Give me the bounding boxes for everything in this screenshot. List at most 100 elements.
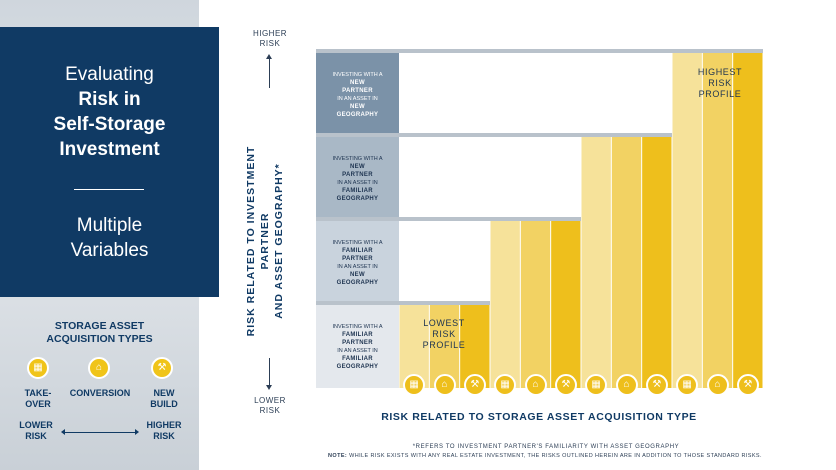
crane-build-icon: ⚒	[645, 374, 668, 396]
footnote: *REFERS TO INVESTMENT PARTNER'S FAMILIAR…	[412, 444, 680, 450]
crane-build-icon: ⚒	[463, 374, 486, 396]
x-axis-title: RISK RELATED TO STORAGE ASSET ACQUISITIO…	[381, 411, 697, 423]
title-line-bold: Self-Storage	[53, 114, 166, 135]
lowest-risk-label: LOWEST RISK PROFILE	[401, 318, 487, 351]
scale-line: RISK	[25, 431, 47, 441]
row-label-text: FAMILIAR	[342, 188, 373, 194]
y-bottom-label: LOWER RISK	[240, 396, 300, 416]
row-label: INVESTING WITH A FAMILIAR PARTNER IN AN ASS…	[316, 307, 399, 387]
y-down-arrow	[269, 358, 270, 386]
risk-bar	[520, 221, 551, 388]
scale-line: LOWER	[19, 420, 53, 430]
up-arrowhead-icon	[266, 54, 272, 59]
crane-build-icon: ⚒	[554, 374, 577, 396]
row-label-text: INVESTING WITH A	[332, 240, 383, 246]
subtitle-line: Multiple	[76, 215, 143, 236]
title-line-bold: Investment	[59, 139, 160, 160]
row-label-text: PARTNER	[342, 256, 373, 262]
scale-line: HIGHER	[146, 420, 182, 430]
lowest-line: PROFILE	[422, 340, 466, 350]
title-line-bold: Risk in	[78, 89, 141, 110]
y-up-arrow	[269, 58, 270, 88]
row-band	[316, 52, 399, 136]
row-label-text: GEOGRAPHY	[336, 364, 379, 370]
risk-bar	[642, 137, 672, 388]
row-ledge	[316, 49, 763, 53]
row-label-text: PARTNER	[342, 340, 373, 346]
row-ledge	[316, 133, 672, 137]
y-top-label: HIGHER RISK	[240, 29, 300, 49]
risk-bar	[672, 53, 702, 388]
storage-building-icon: ▦	[676, 374, 699, 396]
risk-bar	[551, 221, 581, 388]
type-label-line: OVER	[25, 399, 51, 409]
row-band	[316, 136, 399, 220]
risk-bar	[733, 53, 763, 388]
row-label-text: GEOGRAPHY	[336, 196, 379, 202]
lowest-line: LOWEST	[423, 318, 465, 328]
type-label-takeover: TAKE- OVER	[10, 388, 66, 410]
type-label-line: BUILD	[150, 399, 178, 409]
row-label-text: IN AN ASSET IN	[337, 264, 378, 270]
conversion-building-icon: ⌂	[615, 374, 638, 396]
row-label-text: IN AN ASSET IN	[337, 96, 378, 102]
scale-higher-risk: HIGHER RISK	[136, 420, 192, 442]
risk-bar	[581, 137, 611, 388]
row-label-text: FAMILIAR	[342, 332, 373, 338]
row-label-text: NEW	[350, 272, 365, 278]
y-bottom-line: LOWER	[254, 396, 286, 405]
row-label-text: INVESTING WITH A	[332, 324, 383, 330]
conversion-building-icon: ⌂	[706, 374, 729, 396]
row-label-text: INVESTING WITH A	[332, 156, 383, 162]
row-label-text: PARTNER	[342, 88, 373, 94]
scale-lower-risk: LOWER RISK	[8, 420, 64, 442]
risk-bar	[490, 221, 520, 388]
down-arrowhead-icon	[266, 385, 272, 390]
row-label-text: NEW	[350, 164, 365, 170]
y-bottom-line: RISK	[259, 406, 281, 415]
row-label-text: NEW	[350, 104, 365, 110]
y-top-line: HIGHER	[252, 29, 288, 38]
row-label: INVESTING WITH A NEW PARTNER IN AN ASSET IN…	[316, 55, 399, 135]
conversion-building-icon: ⌂	[433, 374, 456, 396]
row-label-text: IN AN ASSET IN	[337, 180, 378, 186]
title-divider	[74, 189, 144, 190]
row-label-text: PARTNER	[342, 172, 373, 178]
scale-line: RISK	[153, 431, 175, 441]
highest-line: HIGHEST	[697, 67, 743, 77]
row-label-text: FAMILIAR	[342, 248, 373, 254]
risk-bar	[702, 53, 733, 388]
risk-scale-arrow	[61, 429, 139, 435]
crane-build-icon: ⚒	[151, 357, 173, 379]
row-band	[316, 220, 399, 304]
acquisition-types-heading: STORAGE ASSET ACQUISITION TYPES	[0, 320, 199, 346]
row-label-text: NEW	[350, 80, 365, 86]
title-line: Evaluating	[65, 64, 154, 85]
storage-building-icon: ▦	[27, 357, 49, 379]
row-label: INVESTING WITH A FAMILIAR PARTNER IN AN ASS…	[316, 223, 399, 303]
type-label-newbuild: NEW BUILD	[136, 388, 192, 410]
subtitle-line: Variables	[70, 240, 149, 261]
lowest-line: RISK	[432, 329, 456, 339]
row-ledge	[316, 301, 490, 305]
row-label-text: IN AN ASSET IN	[337, 348, 378, 354]
storage-building-icon: ▦	[494, 374, 517, 396]
row-label-text: GEOGRAPHY	[336, 112, 379, 118]
type-label-line: CONVERSION	[69, 388, 131, 398]
title-panel: Evaluating Risk in Self-Storage Investme…	[0, 27, 219, 297]
row-band	[316, 304, 399, 388]
row-label-text: FAMILIAR	[342, 356, 373, 362]
note-label: NOTE:	[328, 453, 348, 459]
type-label-line: NEW	[153, 388, 175, 398]
storage-building-icon: ▦	[403, 374, 426, 396]
highest-risk-label: HIGHEST RISK PROFILE	[677, 67, 763, 100]
note-text: WHILE RISK EXISTS WITH ANY REAL ESTATE I…	[349, 453, 762, 459]
conversion-building-icon: ⌂	[88, 357, 110, 379]
heading-line: ACQUISITION TYPES	[46, 333, 153, 345]
row-label-text: INVESTING WITH A	[332, 72, 383, 78]
row-label-text: GEOGRAPHY	[336, 280, 379, 286]
y-top-line: RISK	[259, 39, 281, 48]
type-label-conversion: CONVERSION	[62, 388, 138, 399]
highest-line: PROFILE	[698, 89, 742, 99]
